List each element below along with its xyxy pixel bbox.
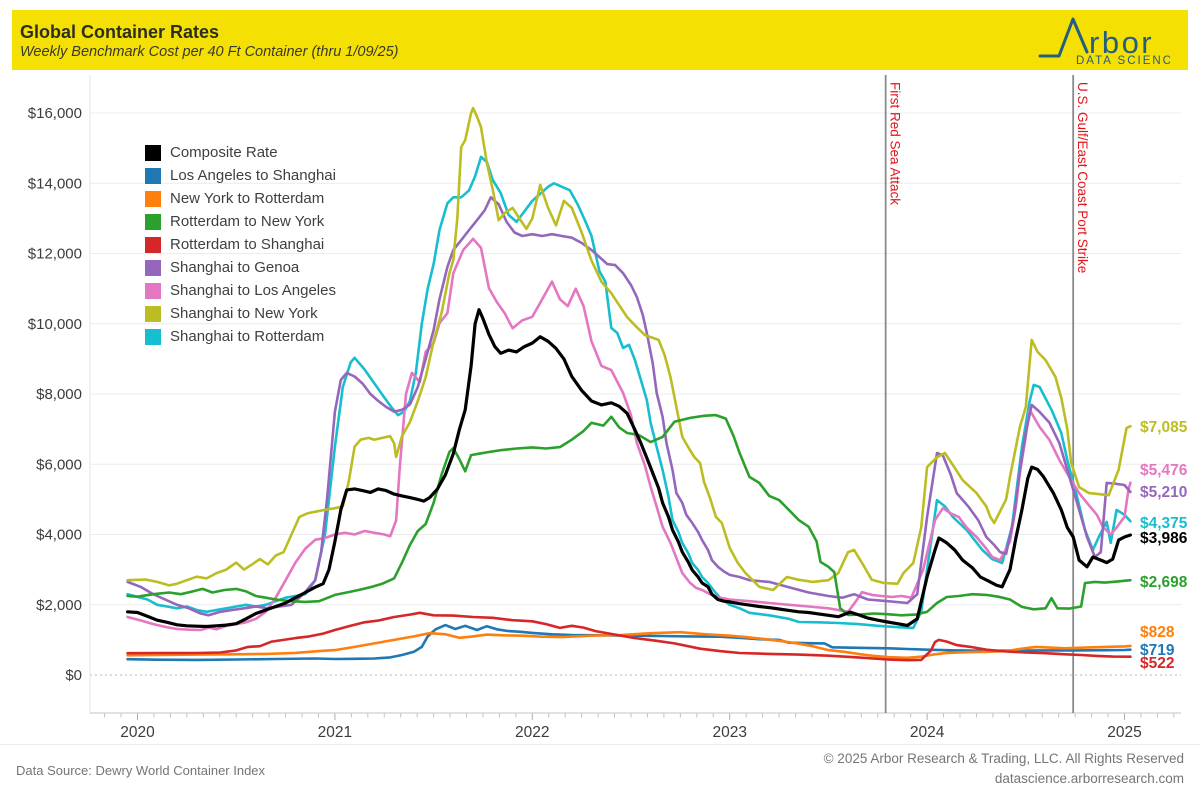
legend-swatch-icon [145, 259, 161, 276]
legend-label: Rotterdam to Shanghai [170, 236, 325, 253]
legend-item-rotterdam-to-shanghai: Rotterdam to Shanghai [145, 233, 336, 256]
y-tick-label: $2,000 [36, 597, 82, 614]
legend-swatch-icon [145, 282, 161, 299]
series-line-shanghai-to-rotterdam [126, 155, 1132, 630]
x-tick-label: 2025 [1107, 724, 1141, 741]
series-line-rotterdam-to-shanghai [126, 611, 1132, 662]
logo-peak-icon [1038, 17, 1089, 57]
end-label-composite-rate: $3,986 [1140, 530, 1188, 547]
series-line-rotterdam-to-new-york [126, 413, 1132, 617]
legend-label: New York to Rotterdam [170, 190, 325, 207]
x-tick-label: 2021 [318, 724, 352, 741]
x-tick-label: 2020 [120, 724, 155, 741]
legend-label: Composite Rate [170, 144, 278, 161]
end-label-new-york-to-rotterdam: $828 [1140, 624, 1175, 641]
annotation-label-u-s-gulf-east-coast-port-strike: U.S. Gulf/East Coast Port Strike [1075, 82, 1090, 273]
arbor-logo: rbor DATA SCIENCE [1036, 11, 1181, 70]
y-tick-label: $16,000 [28, 105, 82, 122]
copyright-text: © 2025 Arbor Research & Trading, LLC. Al… [823, 751, 1184, 766]
legend-label: Shanghai to New York [170, 305, 318, 322]
y-tick-label: $6,000 [36, 456, 82, 473]
legend-item-shanghai-to-los-angeles: Shanghai to Los Angeles [145, 279, 336, 302]
end-label-shanghai-to-new-york: $7,085 [1140, 419, 1188, 436]
end-label-los-angeles-to-shanghai: $719 [1140, 642, 1175, 659]
legend-item-composite-rate: Composite Rate [145, 141, 336, 164]
header-text: Global Container Rates Weekly Benchmark … [12, 20, 399, 60]
series-line-shanghai-to-genoa [126, 196, 1132, 617]
series-line-composite-rate [125, 308, 1133, 629]
logo-tagline-text: DATA SCIENCE [1076, 55, 1170, 65]
end-label-shanghai-to-genoa: $5,210 [1140, 484, 1187, 501]
y-tick-label: $14,000 [28, 175, 82, 192]
legend-swatch-icon [145, 236, 161, 253]
x-tick-label: 2023 [712, 724, 746, 741]
legend-label: Shanghai to Rotterdam [170, 328, 325, 345]
legend-item-new-york-to-rotterdam: New York to Rotterdam [145, 187, 336, 210]
logo-brand-text: rbor [1089, 25, 1154, 60]
chart-legend: Composite Rate Los Angeles to Shanghai New… [145, 141, 336, 348]
copyright-block: © 2025 Arbor Research & Trading, LLC. Al… [824, 749, 1184, 789]
page-title: Global Container Rates [20, 21, 220, 42]
footer: Data Source: Dewry World Container Index… [0, 744, 1200, 800]
legend-swatch-icon [145, 305, 161, 322]
legend-item-shanghai-to-new-york: Shanghai to New York [145, 302, 336, 325]
legend-item-shanghai-to-rotterdam: Shanghai to Rotterdam [145, 325, 336, 348]
page-subtitle: Weekly Benchmark Cost per 40 Ft Containe… [20, 44, 399, 61]
y-tick-label: $12,000 [28, 246, 82, 263]
y-tick-label: $0 [65, 667, 82, 684]
series-line-shanghai-to-new-york [126, 106, 1132, 592]
y-tick-label: $4,000 [36, 527, 82, 544]
legend-swatch-icon [145, 213, 161, 230]
series-line-los-angeles-to-shanghai [126, 623, 1132, 662]
arbor-logo-mark: rbor DATA SCIENCE [1038, 17, 1181, 67]
legend-item-shanghai-to-genoa: Shanghai to Genoa [145, 256, 336, 279]
legend-swatch-icon [145, 190, 161, 207]
legend-label: Shanghai to Genoa [170, 259, 300, 276]
end-label-shanghai-to-rotterdam: $4,375 [1140, 515, 1188, 532]
end-label-shanghai-to-los-angeles: $5,476 [1140, 462, 1188, 479]
legend-label: Los Angeles to Shanghai [170, 167, 336, 184]
header-bar: Global Container Rates Weekly Benchmark … [12, 10, 1188, 70]
legend-item-rotterdam-to-new-york: Rotterdam to New York [145, 210, 336, 233]
data-source-note: Data Source: Dewry World Container Index [16, 763, 266, 778]
rates-line-chart: $0 $2,000 $4,000 $6,000 $8,000 $10,000 $12,000… [28, 75, 1188, 741]
end-label-rotterdam-to-new-york: $2,698 [1140, 574, 1188, 591]
y-tick-label: $8,000 [36, 386, 82, 403]
x-tick-label: 2022 [515, 724, 549, 741]
website-link[interactable]: datascience.arborresearch.com [994, 771, 1184, 786]
legend-swatch-icon [145, 328, 161, 345]
legend-item-los-angeles-to-shanghai: Los Angeles to Shanghai [145, 164, 336, 187]
x-tick-label: 2024 [910, 724, 945, 741]
legend-swatch-icon [145, 167, 161, 184]
y-tick-label: $10,000 [28, 316, 82, 333]
end-label-rotterdam-to-shanghai: $522 [1140, 655, 1174, 672]
annotation-label-first-red-sea-attack: First Red Sea Attack [888, 82, 903, 205]
legend-label: Rotterdam to New York [170, 213, 325, 230]
legend-swatch-icon [145, 144, 161, 161]
legend-label: Shanghai to Los Angeles [170, 282, 336, 299]
